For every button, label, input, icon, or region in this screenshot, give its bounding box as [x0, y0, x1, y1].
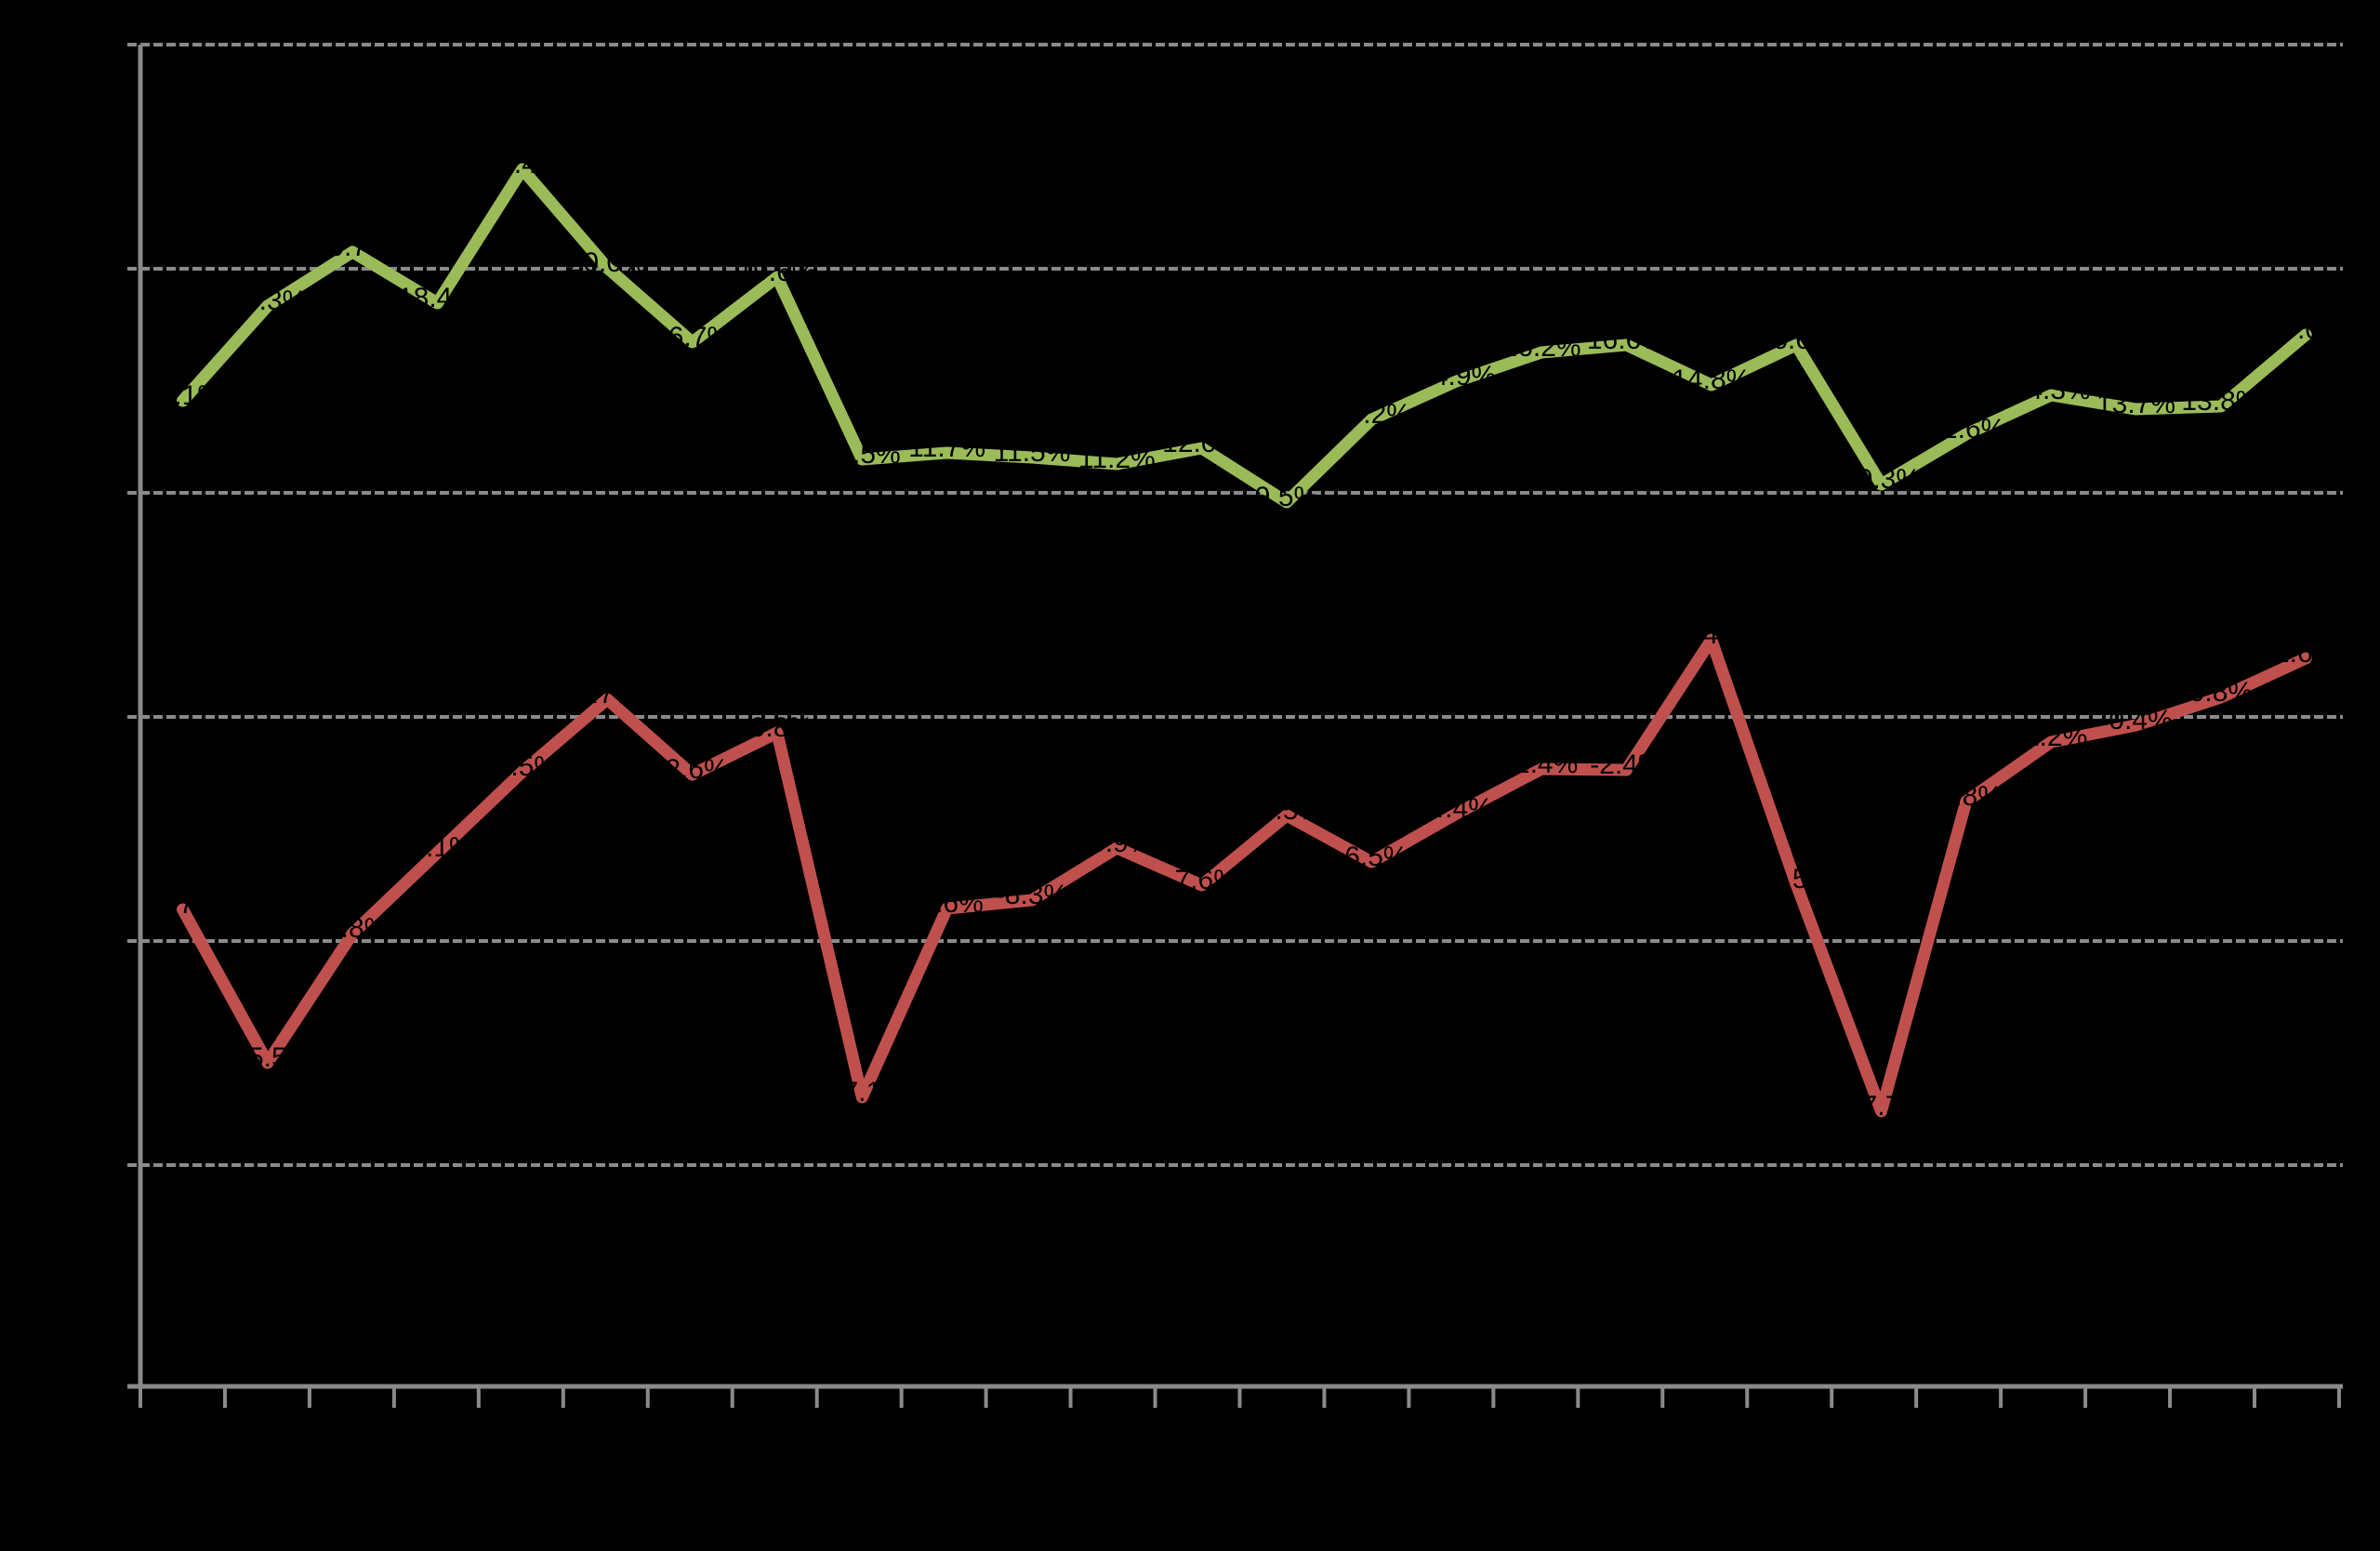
- red-series-data-label: -3.8%: [1930, 781, 2003, 812]
- green-series-data-label: 16.2%: [1502, 332, 1581, 363]
- green-series-data-label: 18.4%: [398, 283, 477, 313]
- green-series-data-label: 12.0%: [1162, 428, 1241, 458]
- green-series-data-label: 16.6%: [1587, 325, 1666, 355]
- red-series-data-label: 3.4%: [1680, 619, 1743, 650]
- green-series-data-label: 14.3%: [2012, 375, 2091, 405]
- red-series-data-label: -7.5%: [1760, 864, 1832, 895]
- green-series-data-label: 12.6%: [1926, 414, 2005, 444]
- red-series-data-label: -1.2%: [2015, 722, 2087, 752]
- red-series-data-label: -5.9%: [1080, 828, 1153, 858]
- red-series-data-label: -17.1%: [818, 1077, 906, 1107]
- green-series-data-label: 14.9%: [1417, 361, 1496, 391]
- red-series-data-label: -8.3%: [996, 880, 1068, 910]
- green-series-data-label: 10.3%: [1842, 464, 1921, 495]
- green-series-data-label: 14.1%: [143, 380, 222, 411]
- green-series-data-label: 14.8%: [1672, 365, 1751, 395]
- red-series-data-label: -0.4%: [2099, 705, 2172, 736]
- red-series-data-label: -2.5%: [486, 751, 559, 782]
- green-series-data-label: 16.6%: [1757, 325, 1836, 355]
- red-series-data-label: -4.4%: [1421, 793, 1493, 824]
- green-series-data-label: 17.0%: [2267, 314, 2346, 345]
- green-series-data-label: 13.8%: [2181, 386, 2260, 417]
- green-series-data-label: 13.2%: [1332, 399, 1411, 430]
- red-series-line: [177, 633, 2312, 1118]
- red-series-data-label: -4.5%: [1250, 795, 1323, 826]
- red-series-data-label: -8.6%: [910, 888, 983, 919]
- red-series-data-label: -2.4%: [1505, 749, 1578, 779]
- green-series-data-label: 11.7%: [908, 432, 985, 463]
- green-series-data-label: 24.4%: [483, 149, 562, 179]
- red-series-data-label: 0.7%: [575, 679, 639, 709]
- red-series-data-label: -17.7%: [1837, 1091, 1925, 1121]
- red-series-data-label: -15.5%: [223, 1042, 311, 1073]
- red-series-data-label: -0.8%: [741, 712, 813, 743]
- green-series-data-label: 19.6%: [737, 257, 816, 287]
- green-series-line: [177, 163, 2312, 509]
- red-series-data-label: 0.8%: [2189, 677, 2253, 708]
- red-series-data-label: -7.6%: [1166, 865, 1238, 895]
- red-series-data-label: -2.6%: [655, 754, 728, 785]
- red-series-data-label: -6.5%: [1335, 842, 1408, 872]
- green-series-data-label: 20.0%: [568, 247, 647, 278]
- red-series-data-label: -2.4%: [1590, 749, 1662, 780]
- green-series-data-label: 20.7%: [313, 232, 392, 262]
- green-series-data-label: 11.5%: [994, 437, 1071, 468]
- green-series-data-label: 13.7%: [2096, 389, 2175, 419]
- green-series-data-label: 11.2%: [1078, 444, 1156, 474]
- green-series-data-label: 18.3%: [228, 285, 307, 316]
- red-series-data-label: -6.1%: [401, 832, 473, 863]
- green-series-data-label: 16.7%: [653, 322, 732, 352]
- red-series-data-label: -8.7%: [146, 889, 218, 920]
- green-series-data-label: 11.5%: [824, 439, 901, 470]
- green-series-data-label: 9.5%: [1255, 482, 1318, 512]
- red-series-data-label: -9.8%: [316, 913, 389, 944]
- red-series-data-label: 2.6%: [2274, 638, 2337, 669]
